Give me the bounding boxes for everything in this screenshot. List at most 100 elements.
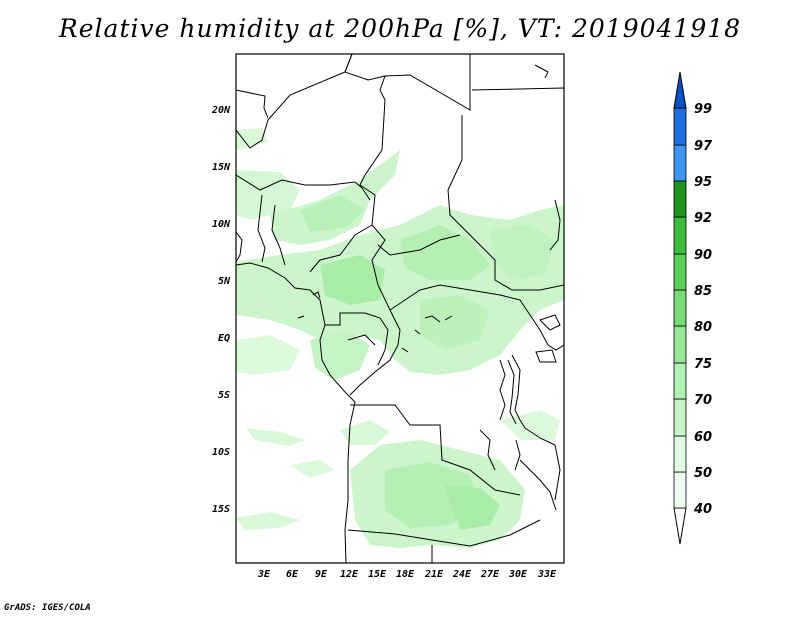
colorbar-label: 95 <box>694 175 712 190</box>
lon-label: 21E <box>424 569 444 580</box>
lon-label: 27E <box>480 569 500 580</box>
lon-label: 12E <box>340 569 359 580</box>
border <box>471 87 564 91</box>
colorbar-label: 60 <box>694 430 712 445</box>
lat-label: EQ <box>218 333 230 344</box>
lon-label: 3E <box>257 569 271 580</box>
colorbar-label: 99 <box>694 102 712 117</box>
lake <box>511 354 526 429</box>
colorbar-high-triangle <box>673 71 687 109</box>
humidity-region <box>290 460 335 478</box>
border <box>534 64 549 79</box>
colorbar-label: 80 <box>694 320 712 335</box>
colorbar-label: 70 <box>694 393 712 408</box>
lon-label: 30E <box>508 569 528 580</box>
border <box>344 54 391 311</box>
border <box>499 359 506 421</box>
colorbar-segment <box>673 362 687 400</box>
colorbar-segment <box>673 180 687 218</box>
lat-axis: 20N 15N 10N 5N EQ 5S 10S 15S <box>211 105 231 515</box>
humidity-region <box>490 225 555 280</box>
lat-label: 10N <box>212 219 231 230</box>
colorbar-segment <box>673 289 687 327</box>
colorbar-low-triangle <box>673 507 687 545</box>
lake <box>524 427 561 501</box>
border <box>236 174 371 201</box>
border <box>384 54 471 111</box>
lat-label: 5N <box>218 276 231 287</box>
lake <box>297 291 321 319</box>
border <box>347 519 541 547</box>
lon-label: 15E <box>368 569 387 580</box>
border <box>309 224 373 273</box>
colorbar-label: 75 <box>694 357 712 372</box>
lat-label: 15S <box>212 504 230 515</box>
colorbar-label: 90 <box>694 248 712 263</box>
colorbar-segment <box>673 435 687 473</box>
colorbar-segment <box>673 144 687 182</box>
colorbar-segment <box>673 107 687 146</box>
lake <box>539 314 561 331</box>
border <box>377 234 461 256</box>
colorbar-label: 40 <box>693 502 712 517</box>
lake <box>514 439 521 471</box>
border <box>479 429 496 471</box>
humidity-region <box>236 512 300 530</box>
colorbar-segment <box>673 216 687 255</box>
border <box>519 299 564 351</box>
colorbar-segment <box>673 253 687 291</box>
colorbar-segment <box>673 471 687 509</box>
lon-label: 9E <box>315 569 328 580</box>
humidity-region <box>420 295 490 350</box>
border <box>325 312 389 366</box>
colorbar-label: 50 <box>694 466 712 481</box>
lake <box>535 349 557 363</box>
humidity-region <box>236 335 300 375</box>
humidity-region <box>445 485 500 530</box>
lat-label: 10S <box>212 447 230 458</box>
border <box>389 284 521 311</box>
humidity-region <box>340 420 390 445</box>
lat-label: 20N <box>211 105 231 116</box>
colorbar-label: 92 <box>694 211 712 226</box>
humidity-shading <box>236 128 564 548</box>
map-title: Relative humidity at 200hPa [%], VT: 201… <box>58 14 742 43</box>
humidity-region <box>246 428 305 446</box>
colorbar-label: 97 <box>694 139 713 154</box>
lake <box>401 329 421 353</box>
border <box>257 194 266 263</box>
lake <box>424 315 453 323</box>
border <box>349 309 401 396</box>
lat-label: 5S <box>218 390 230 401</box>
lon-label: 33E <box>537 569 557 580</box>
humidity-region <box>400 225 490 280</box>
humidity-region <box>300 195 365 232</box>
lon-axis: 3E 6E 9E 12E 15E 18E 21E 24E 27E 30E 33E <box>257 569 557 580</box>
colorbar: 40 50 60 70 75 80 85 90 92 95 97 99 <box>673 71 713 545</box>
lat-label: 15N <box>212 162 231 173</box>
colorbar-label: 85 <box>694 284 712 299</box>
border <box>271 204 286 266</box>
humidity-region <box>236 128 268 150</box>
coastline <box>236 262 356 563</box>
borders <box>236 54 564 563</box>
lon-label: 18E <box>396 569 415 580</box>
coastline <box>236 231 243 263</box>
border <box>447 115 564 291</box>
border <box>236 89 269 119</box>
lon-label: 6E <box>286 569 299 580</box>
border <box>519 459 557 511</box>
map-frame <box>235 53 565 564</box>
colorbar-segment <box>673 325 687 364</box>
border <box>347 334 376 346</box>
lon-label: 24E <box>452 569 472 580</box>
footer-credit: GrADS: IGES/COLA <box>4 603 91 613</box>
lake <box>507 359 517 425</box>
humidity-region <box>310 330 370 380</box>
humidity-region <box>236 170 300 220</box>
border <box>350 404 521 496</box>
colorbar-segment <box>673 398 687 437</box>
humidity-region <box>320 255 385 305</box>
humidity-region <box>500 410 560 440</box>
